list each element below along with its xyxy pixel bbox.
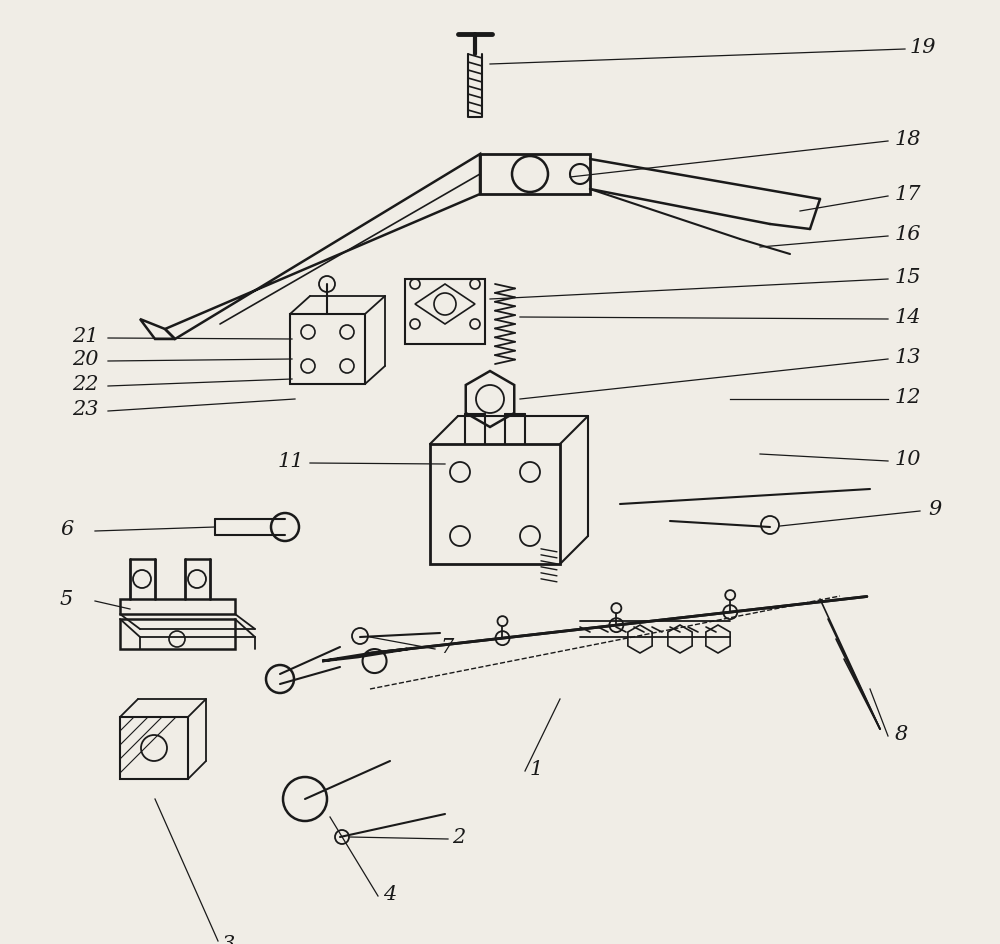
Text: 10: 10 xyxy=(895,450,922,469)
Text: 8: 8 xyxy=(895,725,908,744)
Text: 17: 17 xyxy=(895,185,922,204)
Text: 14: 14 xyxy=(895,308,922,328)
Text: 15: 15 xyxy=(895,268,922,287)
Text: 11: 11 xyxy=(278,452,305,471)
Text: 13: 13 xyxy=(895,348,922,367)
Text: 20: 20 xyxy=(72,350,99,369)
Bar xyxy=(290,314,365,384)
Text: 21: 21 xyxy=(72,328,99,346)
Text: 9: 9 xyxy=(928,500,941,519)
Text: 3: 3 xyxy=(222,935,235,944)
Text: 1: 1 xyxy=(530,760,543,779)
Bar xyxy=(120,599,235,615)
Text: 6: 6 xyxy=(60,520,73,539)
Bar xyxy=(120,619,235,649)
Bar xyxy=(430,445,560,565)
Text: 4: 4 xyxy=(383,885,396,903)
Bar xyxy=(405,279,485,345)
Text: 12: 12 xyxy=(895,388,922,407)
Bar xyxy=(120,717,188,779)
Text: 5: 5 xyxy=(60,590,73,609)
Text: 23: 23 xyxy=(72,400,99,419)
Text: 19: 19 xyxy=(910,39,936,58)
Text: 18: 18 xyxy=(895,130,922,149)
Text: 7: 7 xyxy=(440,638,453,657)
Text: 22: 22 xyxy=(72,375,99,394)
Text: 16: 16 xyxy=(895,226,922,244)
Text: 2: 2 xyxy=(452,828,465,847)
